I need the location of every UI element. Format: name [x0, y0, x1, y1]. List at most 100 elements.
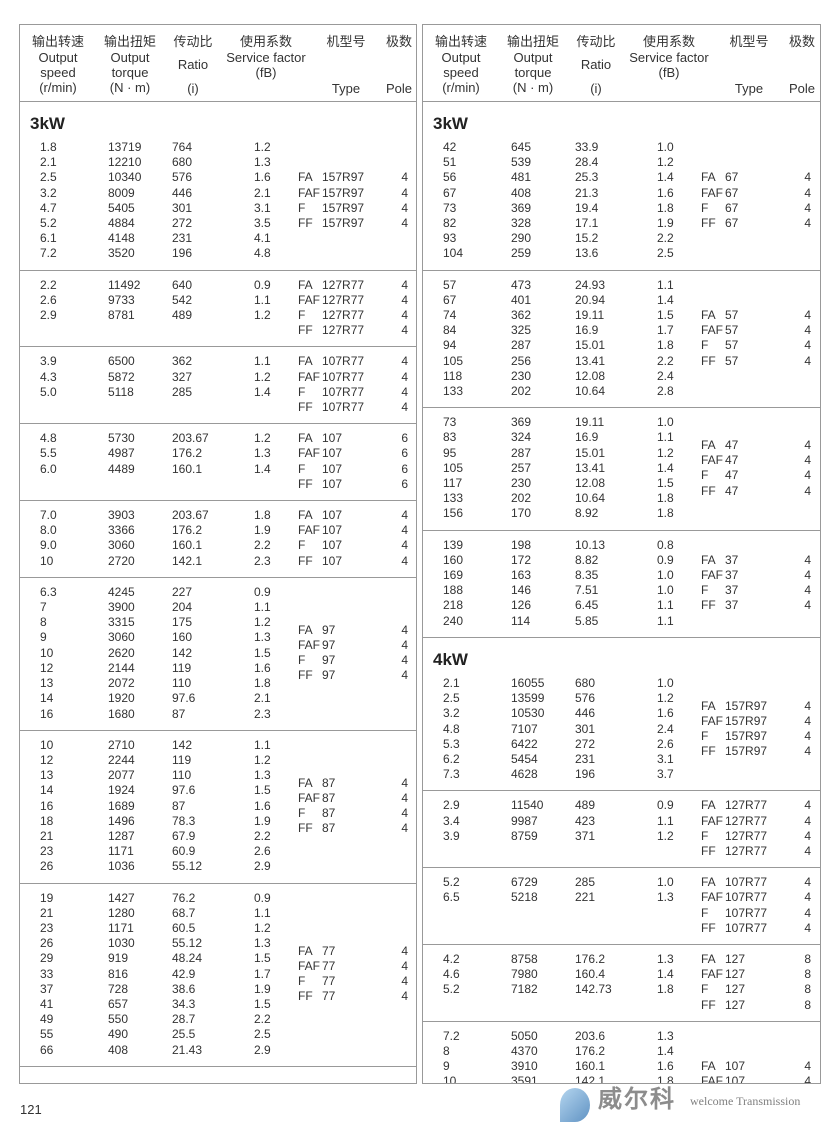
type-prefix: FF: [298, 553, 313, 568]
speed-cell: 133: [443, 384, 464, 399]
type-model: 97: [322, 638, 336, 653]
speed-cell: 7.0: [40, 508, 57, 523]
type-model: 67: [725, 200, 739, 215]
ratio-cell: 196: [575, 767, 596, 782]
ratio-cell: 28.7: [172, 1012, 196, 1027]
table-row: 84 325 16.9 1.7: [423, 323, 701, 338]
ratio-cell: 196: [172, 246, 193, 261]
speed-cell: 10: [40, 737, 54, 752]
spec-group: 2.9 11540 489 0.9 3.4 9987 423 1.1 3.9 8759 371 1.2…: [423, 791, 820, 869]
table-row: 8 4370 176.2 1.4: [423, 1044, 701, 1059]
type-row: F 107 6: [298, 462, 416, 477]
service-factor-cell: 2.4: [657, 368, 674, 383]
speed-cell: 240: [443, 613, 464, 628]
speed-cell: 8.0: [40, 523, 57, 538]
torque-cell: 3315: [108, 615, 135, 630]
ratio-cell: 7.51: [575, 583, 599, 598]
type-model: 47: [725, 438, 739, 453]
table-row: 240 114 5.85 1.1: [423, 614, 701, 629]
type-model: 107: [725, 1074, 746, 1084]
ratio-cell: 119: [172, 660, 192, 675]
speed-cell: 37: [40, 981, 54, 996]
service-factor-cell: 1.8: [657, 1074, 674, 1084]
table-row: 95 287 15.01 1.2: [423, 446, 701, 461]
speed-cell: 19: [40, 890, 54, 905]
speed-cell: 4.2: [443, 951, 460, 966]
type-model: 37: [725, 552, 739, 567]
speed-cell: 5.2: [40, 216, 57, 231]
table-row: 4.2 8758 176.2 1.3: [423, 952, 701, 967]
speed-cell: 74: [443, 308, 457, 323]
table-row: 9 3060 160 1.3: [20, 630, 298, 645]
service-factor-cell: 0.9: [254, 277, 271, 292]
ratio-cell: 272: [172, 216, 193, 231]
ratio-cell: 221: [575, 890, 596, 905]
service-factor-cell: 1.1: [254, 905, 271, 920]
ratio-cell: 10.13: [575, 537, 606, 552]
pole-cell: 4: [401, 974, 408, 989]
ratio-cell: 160.1: [172, 538, 203, 553]
service-factor-cell: 1.2: [657, 828, 674, 843]
table-row: 5.0 5118 285 1.4: [20, 385, 298, 400]
header-service-factor: 使用系数 Service factor (fB): [629, 34, 709, 80]
ratio-cell: 203.67: [172, 508, 209, 523]
power-heading: 3kW: [433, 114, 468, 133]
type-row: FAF 97 4: [298, 638, 416, 653]
ratio-cell: 160: [172, 630, 193, 645]
table-row: 2.9 11540 489 0.9: [423, 798, 701, 813]
torque-cell: 3903: [108, 508, 135, 523]
torque-cell: 6500: [108, 354, 135, 369]
torque-cell: 1496: [108, 813, 135, 828]
torque-cell: 6422: [511, 736, 538, 751]
speed-cell: 2.5: [40, 170, 57, 185]
speed-cell: 12: [40, 752, 54, 767]
ratio-cell: 8.82: [575, 552, 599, 567]
table-row: 5.5 4987 176.2 1.3: [20, 446, 298, 461]
spec-group: 4.2 8758 176.2 1.3 4.6 7980 160.4 1.4 5.2 7182 142…: [423, 945, 820, 1022]
header-type: 机型号 Type: [326, 34, 366, 96]
watermark-subtext: welcome Transmission: [690, 1094, 801, 1108]
service-factor-cell: 2.9: [254, 1042, 271, 1057]
type-model: 107: [322, 508, 343, 523]
pole-cell: 6: [401, 446, 408, 461]
pole-cell: 6: [401, 476, 408, 491]
ratio-cell: 423: [575, 813, 596, 828]
data-rows: 5.2 6729 285 1.0 6.5 5218 221 1.3: [423, 875, 701, 936]
type-prefix: FF: [298, 400, 313, 415]
torque-cell: 3366: [108, 523, 135, 538]
page-number: 121: [20, 1102, 42, 1117]
ratio-cell: 160.1: [575, 1059, 606, 1074]
type-prefix: FF: [701, 353, 716, 368]
service-factor-cell: 1.2: [657, 155, 674, 170]
type-list: FA 127R77 4 FAF 127R77 4 F 127R77 4 FF 127R77 4: [298, 278, 416, 339]
table-header: 输出转速 Output speed (r/min) 输出扭矩 Output torqu…: [20, 25, 416, 102]
type-prefix: FF: [298, 476, 313, 491]
speed-cell: 73: [443, 200, 457, 215]
type-row: FA 57 4: [701, 308, 820, 323]
torque-cell: 3060: [108, 630, 135, 645]
type-model: 57: [725, 323, 739, 338]
torque-cell: 369: [511, 415, 532, 430]
speed-cell: 5.2: [443, 982, 460, 997]
spec-group: 139 198 10.13 0.8 160 172 8.82 0.9 169 163 8.35 1.0…: [423, 531, 820, 638]
type-row: FAF 157R97 4: [701, 714, 820, 729]
service-factor-cell: 1.1: [254, 292, 271, 307]
torque-cell: 3520: [108, 246, 135, 261]
type-row: F 57 4: [701, 338, 820, 353]
service-factor-cell: 1.6: [254, 660, 271, 675]
pole-cell: 4: [401, 538, 408, 553]
pole-cell: 4: [804, 353, 811, 368]
speed-cell: 66: [40, 1042, 54, 1057]
speed-cell: 57: [443, 277, 457, 292]
speed-cell: 13: [40, 768, 54, 783]
table-row: 66 408 21.43 2.9: [20, 1043, 298, 1058]
ratio-cell: 110: [172, 768, 192, 783]
type-row: FAF 157R97 4: [298, 186, 416, 201]
ratio-cell: 176.2: [575, 951, 606, 966]
ratio-cell: 87: [172, 706, 186, 721]
type-row: FAF 127R77 4: [298, 293, 416, 308]
ratio-cell: 15.01: [575, 338, 606, 353]
type-model: 127R77: [725, 798, 768, 813]
service-factor-cell: 2.3: [254, 553, 271, 568]
service-factor-cell: 1.3: [254, 768, 271, 783]
